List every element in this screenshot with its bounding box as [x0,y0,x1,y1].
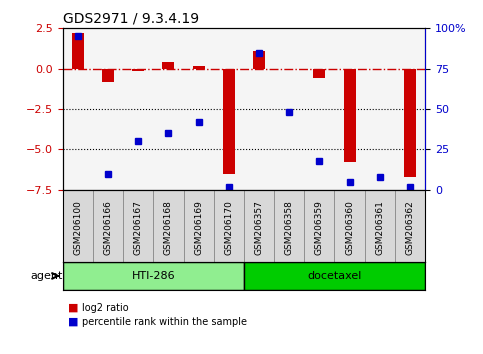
Text: GSM206357: GSM206357 [255,201,264,256]
Text: percentile rank within the sample: percentile rank within the sample [82,317,247,327]
Text: GSM206360: GSM206360 [345,201,354,256]
Text: GDS2971 / 9.3.4.19: GDS2971 / 9.3.4.19 [63,12,199,26]
Text: GSM206170: GSM206170 [224,201,233,256]
Text: HTI-286: HTI-286 [131,271,175,281]
Bar [193,66,205,69]
Text: GSM206166: GSM206166 [103,201,113,256]
FancyBboxPatch shape [154,190,184,262]
Text: docetaxel: docetaxel [307,271,362,281]
FancyBboxPatch shape [184,190,213,262]
Bar [313,69,326,78]
Bar [404,69,416,177]
FancyBboxPatch shape [93,190,123,262]
Bar [223,69,235,174]
Bar [162,62,174,69]
FancyBboxPatch shape [365,190,395,262]
Bar [72,33,84,69]
Text: GSM206359: GSM206359 [315,201,324,256]
Text: GSM206362: GSM206362 [405,201,414,255]
FancyBboxPatch shape [395,190,425,262]
Text: GSM206358: GSM206358 [284,201,294,256]
Text: ■: ■ [68,303,78,313]
FancyBboxPatch shape [244,190,274,262]
FancyBboxPatch shape [63,190,93,262]
Text: log2 ratio: log2 ratio [82,303,129,313]
FancyBboxPatch shape [304,190,334,262]
Bar [102,69,114,82]
Text: GSM206169: GSM206169 [194,201,203,256]
FancyBboxPatch shape [274,190,304,262]
Text: GSM206100: GSM206100 [73,201,83,256]
FancyBboxPatch shape [123,190,154,262]
Text: GSM206168: GSM206168 [164,201,173,256]
Text: GSM206167: GSM206167 [134,201,143,256]
Bar [343,69,355,162]
Bar [253,51,265,69]
FancyBboxPatch shape [334,190,365,262]
Text: GSM206361: GSM206361 [375,201,384,256]
Text: ■: ■ [68,317,78,327]
Text: agent: agent [30,271,63,281]
FancyBboxPatch shape [213,190,244,262]
Bar [132,69,144,71]
FancyBboxPatch shape [244,262,425,290]
FancyBboxPatch shape [63,262,244,290]
